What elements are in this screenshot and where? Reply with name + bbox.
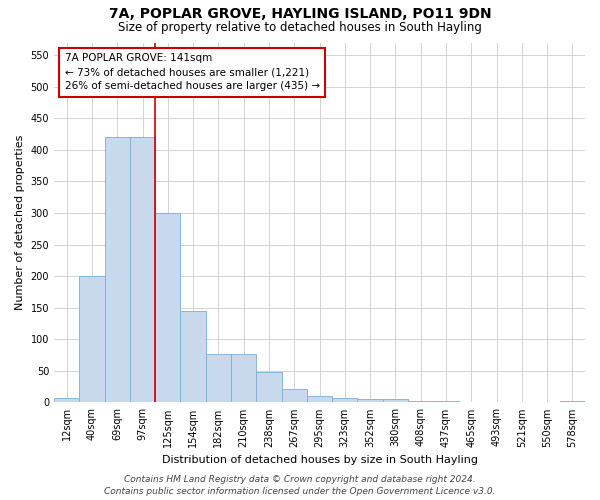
Bar bbox=[181, 311, 206, 402]
Bar bbox=[560, 400, 585, 402]
Bar bbox=[206, 354, 231, 403]
Bar bbox=[54, 398, 79, 402]
Bar bbox=[281, 388, 307, 402]
Bar bbox=[155, 213, 181, 402]
Bar bbox=[408, 401, 433, 402]
Y-axis label: Number of detached properties: Number of detached properties bbox=[15, 135, 25, 310]
Text: 7A POPLAR GROVE: 141sqm
← 73% of detached houses are smaller (1,221)
26% of semi: 7A POPLAR GROVE: 141sqm ← 73% of detache… bbox=[65, 54, 320, 92]
Bar bbox=[256, 372, 281, 402]
Text: 7A, POPLAR GROVE, HAYLING ISLAND, PO11 9DN: 7A, POPLAR GROVE, HAYLING ISLAND, PO11 9… bbox=[109, 8, 491, 22]
Text: Contains HM Land Registry data © Crown copyright and database right 2024.
Contai: Contains HM Land Registry data © Crown c… bbox=[104, 475, 496, 496]
Bar bbox=[79, 276, 104, 402]
Bar bbox=[231, 354, 256, 403]
Bar bbox=[130, 137, 155, 402]
Bar bbox=[433, 401, 458, 402]
Bar bbox=[358, 400, 383, 402]
X-axis label: Distribution of detached houses by size in South Hayling: Distribution of detached houses by size … bbox=[161, 455, 478, 465]
Text: Size of property relative to detached houses in South Hayling: Size of property relative to detached ho… bbox=[118, 21, 482, 34]
Bar bbox=[332, 398, 358, 402]
Bar bbox=[307, 396, 332, 402]
Bar bbox=[383, 400, 408, 402]
Bar bbox=[104, 137, 130, 402]
